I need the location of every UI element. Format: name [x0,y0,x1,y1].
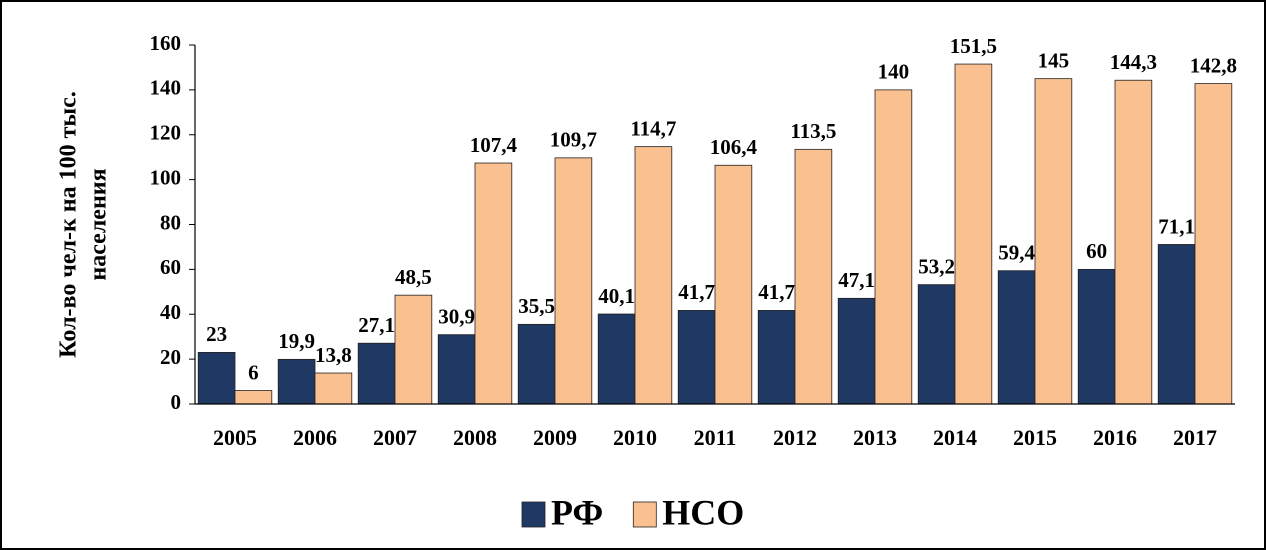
bar [554,157,593,405]
y-tick-label: 80 [160,210,181,234]
data-label: 142,8 [1190,53,1237,77]
y-tick-label: 140 [150,76,182,100]
legend-swatch [521,501,546,528]
bar [917,284,956,405]
y-tick-label: 20 [160,345,181,369]
x-tick-label: 2015 [1013,425,1057,450]
x-tick-label: 2006 [293,425,337,450]
data-label: 48,5 [395,265,432,289]
x-tick-label: 2012 [773,425,817,450]
data-label: 41,7 [758,280,795,304]
y-tick-label: 120 [150,121,182,145]
bar [837,297,876,405]
bar [474,162,513,405]
x-tick-label: 2010 [613,425,657,450]
y-axis-label: населения [86,168,112,280]
legend-label: НСО [662,492,744,532]
bar [677,310,716,405]
data-label: 30,9 [438,304,475,328]
x-tick-label: 2014 [933,425,977,450]
bar [277,358,316,405]
bar [1077,268,1116,405]
bar [794,148,833,405]
data-label: 109,7 [550,128,597,152]
y-tick-label: 100 [150,165,182,189]
y-tick-label: 60 [160,255,181,279]
bar [1194,83,1233,405]
data-label: 53,2 [918,254,955,278]
bar [357,342,396,405]
data-label: 41,7 [678,280,715,304]
data-label: 6 [248,360,259,384]
bar [1114,79,1153,405]
bar [197,351,236,405]
bar [714,164,753,405]
legend-swatch [632,501,657,528]
data-label: 35,5 [518,294,555,318]
legend-label: РФ [551,492,603,532]
bar [997,270,1036,405]
data-label: 145 [1038,48,1070,72]
bar [634,146,673,405]
y-tick-label: 160 [150,31,182,55]
data-label: 19,9 [278,329,315,353]
x-tick-label: 2008 [453,425,497,450]
bar [954,63,993,405]
data-label: 40,1 [598,284,635,308]
data-label: 59,4 [998,241,1035,265]
bar [1157,244,1196,405]
x-tick-label: 2013 [853,425,897,450]
x-tick-label: 2016 [1093,425,1137,450]
bar [437,334,476,405]
data-label: 114,7 [630,116,676,140]
x-tick-label: 2007 [373,425,417,450]
data-label: 107,4 [470,133,518,157]
data-label: 140 [878,60,910,84]
bar [874,89,913,405]
bar [1034,78,1073,405]
data-label: 13,8 [315,343,352,367]
data-label: 60 [1086,239,1107,263]
x-tick-label: 2017 [1173,425,1217,450]
data-label: 106,4 [710,135,758,159]
y-axis-label: Кол-во чел-к на 100 тыс. [56,91,82,358]
y-tick-label: 0 [171,390,182,414]
y-tick-label: 40 [160,300,181,324]
bar [757,310,796,405]
bar [517,323,556,405]
x-tick-label: 2011 [694,425,737,450]
bar [597,313,636,405]
data-label: 27,1 [358,313,395,337]
data-label: 23 [206,322,227,346]
data-label: 151,5 [950,34,997,58]
data-label: 71,1 [1158,214,1195,238]
x-tick-label: 2009 [533,425,577,450]
data-label: 113,5 [790,119,836,143]
bar [234,390,273,405]
data-label: 47,1 [838,268,875,292]
bar [394,294,433,405]
x-tick-label: 2005 [213,425,257,450]
data-label: 144,3 [1110,50,1157,74]
bar [314,372,353,405]
